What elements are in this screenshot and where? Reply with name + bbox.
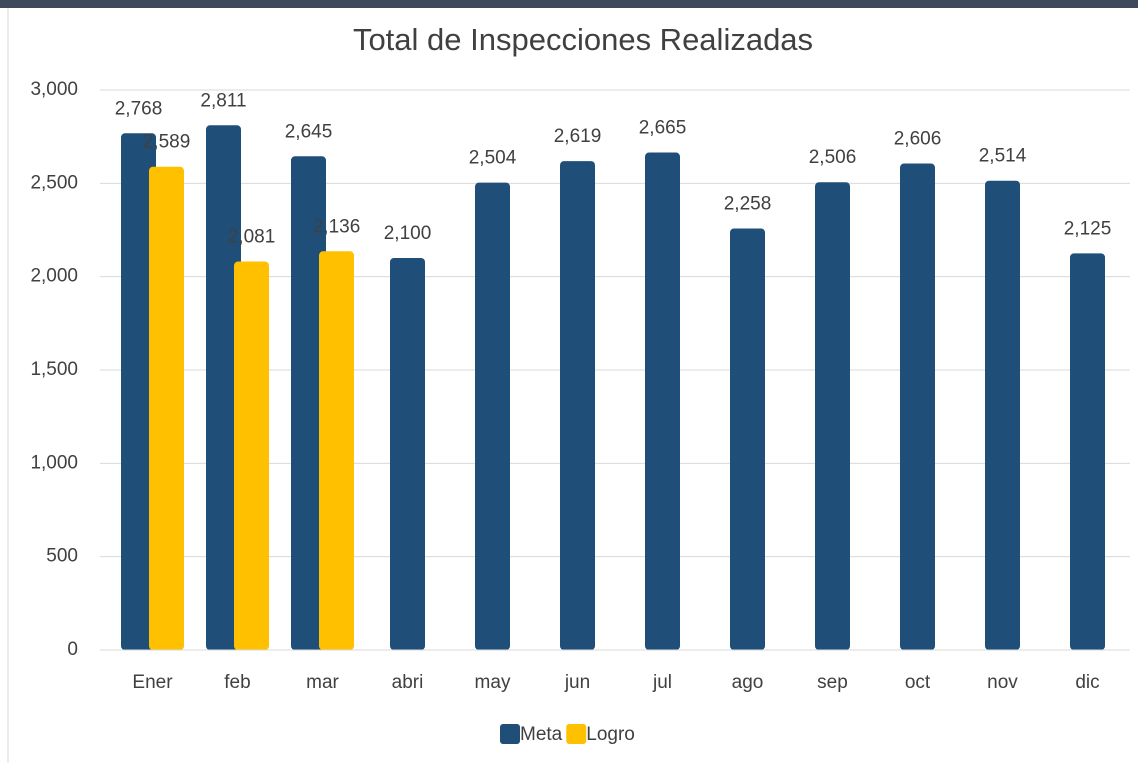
value-label: 2,514	[979, 146, 1027, 167]
legend-label: Logro	[586, 724, 635, 745]
x-tick-label: oct	[905, 672, 931, 693]
bar	[985, 180, 1020, 650]
value-label: 2,081	[228, 227, 276, 248]
y-tick-label: 500	[46, 546, 78, 567]
value-label: 2,645	[285, 121, 333, 142]
y-tick-label: 3,000	[30, 79, 78, 100]
x-tick-label: may	[475, 672, 511, 693]
value-label: 2,100	[384, 223, 432, 244]
bar	[730, 228, 765, 651]
x-tick-label: Ener	[132, 672, 173, 693]
value-label: 2,136	[313, 216, 361, 237]
legend-swatch	[500, 724, 520, 744]
value-label: 2,606	[894, 129, 942, 150]
chart-title: Total de Inspecciones Realizadas	[353, 22, 813, 57]
value-label: 2,768	[115, 98, 163, 119]
bar	[815, 182, 850, 651]
legend-label: Meta	[520, 724, 563, 745]
x-tick-label: sep	[817, 672, 848, 693]
x-tick-label: mar	[306, 672, 339, 693]
bar	[291, 156, 326, 650]
x-tick-label: dic	[1075, 672, 1099, 693]
y-tick-label: 2,500	[30, 172, 78, 193]
y-tick-label: 2,000	[30, 266, 78, 287]
value-label: 2,504	[469, 148, 517, 169]
y-tick-label: 1,500	[30, 359, 78, 380]
top-bar	[0, 0, 1138, 8]
bar	[234, 261, 269, 650]
x-tick-label: jun	[564, 672, 590, 693]
value-label: 2,619	[554, 126, 602, 147]
bar	[560, 161, 595, 650]
value-label: 2,665	[639, 118, 687, 139]
y-tick-label: 0	[67, 639, 78, 660]
bar	[121, 133, 156, 651]
x-tick-label: ago	[732, 672, 764, 693]
value-label: 2,125	[1064, 218, 1112, 239]
bar	[206, 125, 241, 650]
bar	[900, 163, 935, 650]
x-tick-label: abri	[392, 672, 424, 693]
bar	[319, 251, 354, 650]
bar	[390, 258, 425, 650]
legend-swatch	[566, 724, 587, 744]
x-tick-label: nov	[987, 672, 1018, 693]
y-tick-label: 1,000	[30, 452, 78, 473]
x-tick-label: feb	[224, 672, 250, 693]
x-tick-label: jul	[652, 672, 672, 693]
bar	[645, 152, 680, 651]
value-label: 2,258	[724, 194, 772, 215]
value-label: 2,506	[809, 147, 857, 168]
value-label: 2,589	[143, 132, 191, 153]
value-label: 2,811	[200, 90, 246, 111]
bar	[149, 166, 184, 650]
bar	[1070, 253, 1105, 651]
bar	[475, 182, 510, 650]
